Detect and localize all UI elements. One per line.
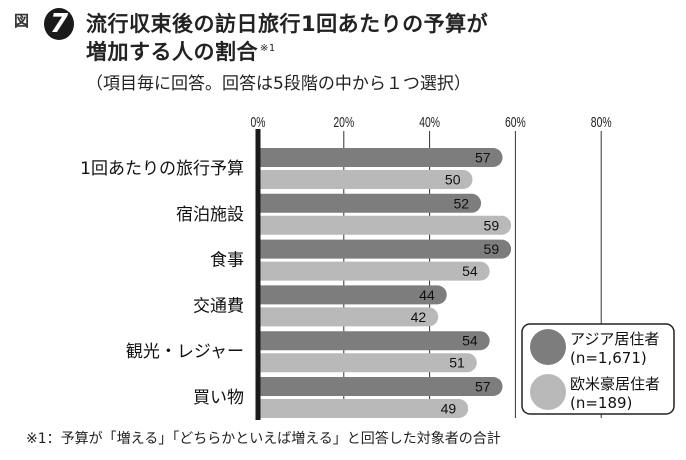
- x-tick-label: 0%: [250, 113, 265, 130]
- bar-asia: [258, 239, 512, 259]
- bar-value-label: 49: [441, 401, 457, 417]
- bar-value-label: 57: [475, 150, 491, 166]
- chart-title-text: 増加する人の割合: [86, 40, 258, 64]
- bar-asia: [258, 331, 490, 351]
- bar-value-label: 54: [462, 333, 478, 349]
- bar-western: [258, 399, 469, 418]
- bar-value-label: 59: [484, 217, 500, 233]
- bar-asia: [258, 377, 503, 396]
- legend-label: アジア居住者: [570, 330, 659, 348]
- bar-value-label: 50: [445, 172, 461, 188]
- bar-value-label: 42: [411, 309, 427, 325]
- title-note-mark: ※1: [260, 43, 276, 54]
- category-label: 観光・レジャー: [126, 342, 244, 362]
- bar-value-label: 57: [475, 379, 491, 395]
- figure-label: 図: [14, 12, 30, 30]
- x-tick-label: 60%: [505, 113, 526, 130]
- bar-western: [258, 170, 473, 189]
- x-tick-label: 80%: [591, 113, 612, 130]
- bar-value-label: 54: [462, 263, 478, 279]
- bar-asia: [258, 285, 447, 305]
- legend-label: 欧米豪居住者: [570, 375, 660, 393]
- x-tick-label: 40%: [419, 113, 440, 130]
- chart-title-line2: 増加する人の割合 ※1: [86, 36, 276, 66]
- footnote: ※1：予算が「増える」「どちらかといえば増える」と回答した対象者の合計: [26, 431, 501, 447]
- legend-swatch-asia: [530, 329, 566, 365]
- category-label: 宿泊施設: [176, 205, 244, 225]
- bar-value-label: 44: [419, 287, 435, 303]
- bar-value-label: 59: [484, 241, 500, 257]
- bar-value-label: 52: [454, 195, 470, 211]
- figure-number-badge: 7: [44, 8, 74, 40]
- chart-title-line1: 流行収束後の訪日旅行1回あたりの予算が: [86, 12, 489, 36]
- bar-asia: [258, 148, 503, 167]
- bar-asia: [258, 193, 482, 213]
- legend-sample-size: (n=189): [570, 394, 632, 412]
- category-label: 1回あたりの旅行予算: [80, 159, 244, 179]
- bar-western: [258, 215, 512, 235]
- x-tick-label: 20%: [333, 113, 354, 130]
- category-label: 食事: [210, 251, 244, 271]
- legend-sample-size: (n=1,671): [570, 349, 647, 367]
- category-label: 交通費: [193, 296, 244, 316]
- bar-value-label: 51: [449, 355, 465, 371]
- chart-subtitle: （項目毎に回答。回答は5段階の中から１つ選択）: [86, 74, 471, 94]
- legend-swatch-western: [530, 374, 566, 410]
- category-label: 買い物: [193, 388, 244, 408]
- bar-western: [258, 261, 490, 281]
- bar-western: [258, 307, 439, 327]
- bar-western: [258, 353, 477, 373]
